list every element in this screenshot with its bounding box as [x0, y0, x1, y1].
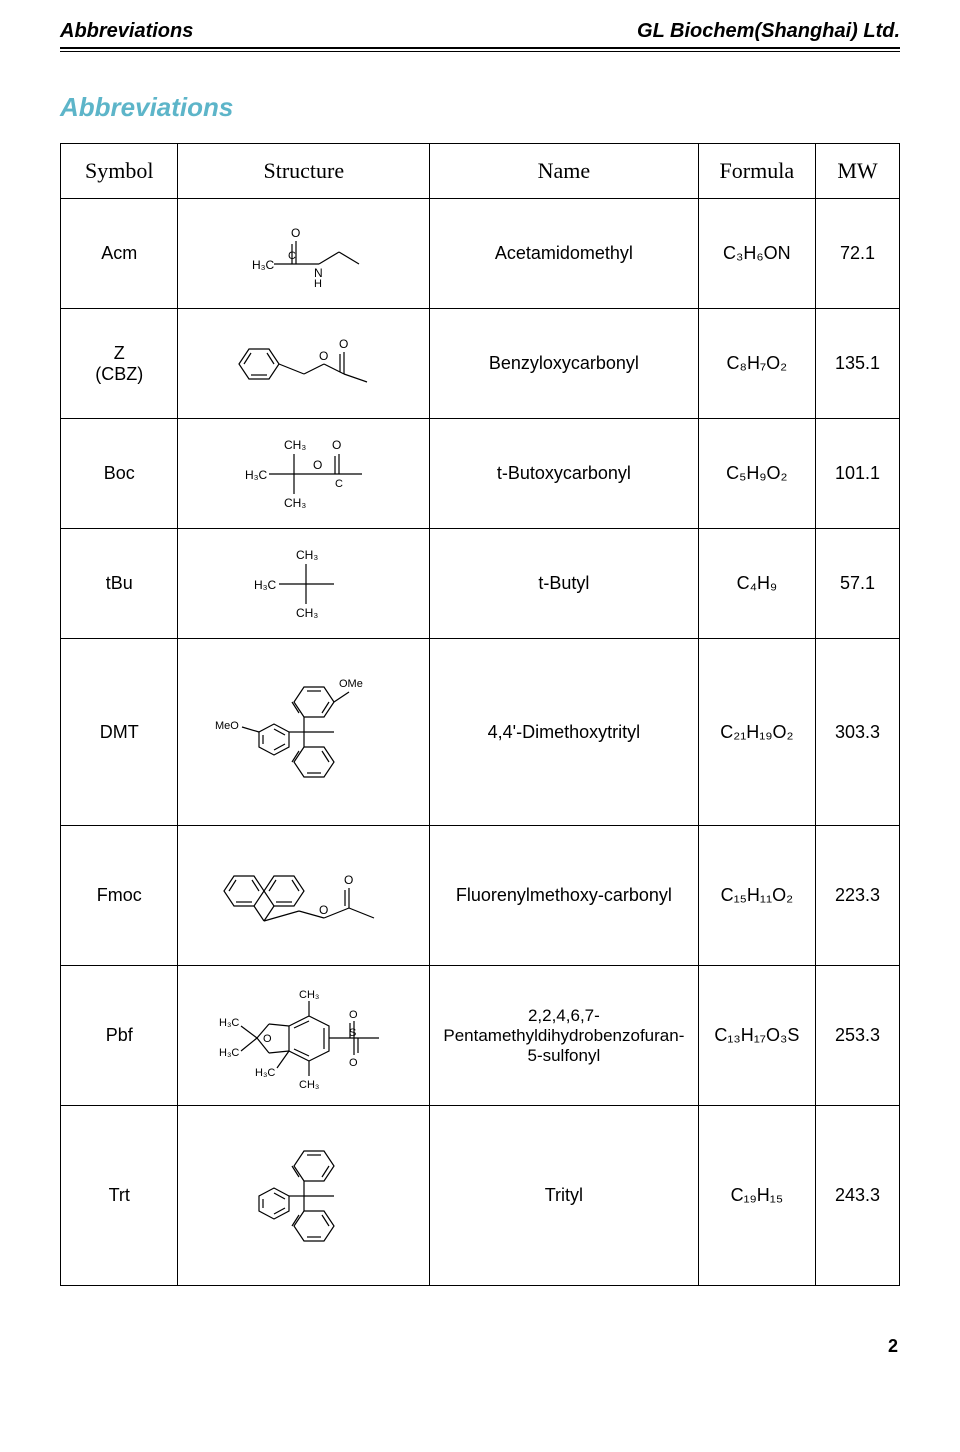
symbol-cell: Pbf — [61, 966, 178, 1106]
svg-text:O: O — [332, 438, 341, 452]
formula-cell: C₈H₇O₂ — [698, 309, 815, 419]
col-header-symbol: Symbol — [61, 144, 178, 199]
svg-text:C: C — [288, 250, 296, 262]
table-row: Fmoc — [61, 826, 900, 966]
abbreviations-table: Symbol Structure Name Formula MW Acm — [60, 143, 900, 1286]
col-header-name: Name — [430, 144, 698, 199]
formula-cell: C₅H₉O₂ — [698, 419, 815, 529]
svg-text:H₃C: H₃C — [219, 1047, 239, 1059]
formula-cell: C₄H₉ — [698, 529, 815, 639]
symbol-cell: Fmoc — [61, 826, 178, 966]
symbol-cell: Acm — [61, 199, 178, 309]
section-title: Abbreviations — [60, 92, 900, 123]
symbol-cell: Boc — [61, 419, 178, 529]
svg-text:O: O — [319, 903, 328, 917]
col-header-mw: MW — [816, 144, 900, 199]
name-cell: Benzyloxycarbonyl — [430, 309, 698, 419]
name-cell: 2,2,4,6,7-Pentamethyldihydrobenzofuran-5… — [430, 966, 698, 1106]
mw-cell: 223.3 — [816, 826, 900, 966]
mw-cell: 57.1 — [816, 529, 900, 639]
svg-text:O: O — [313, 458, 322, 472]
col-header-structure: Structure — [178, 144, 430, 199]
structure-trt-icon — [219, 1116, 389, 1276]
symbol-cell: tBu — [61, 529, 178, 639]
table-row: Trt — [61, 1106, 900, 1286]
structure-cell: O O — [178, 826, 430, 966]
formula-cell: C₂₁H₁₉O₂ — [698, 639, 815, 826]
mw-cell: 243.3 — [816, 1106, 900, 1286]
table-row: Pbf — [61, 966, 900, 1106]
table-row: tBu H₃C CH₃ CH₃ t-Butyl — [61, 529, 900, 639]
structure-boc-icon: H₃C CH₃ CH₃ O O C — [219, 429, 389, 519]
svg-text:CH₃: CH₃ — [296, 548, 318, 562]
svg-text:O: O — [344, 873, 353, 887]
symbol-cell: DMT — [61, 639, 178, 826]
name-cell: t-Butoxycarbonyl — [430, 419, 698, 529]
svg-text:O: O — [319, 349, 328, 363]
svg-text:H: H — [314, 278, 322, 289]
name-cell: 4,4'-Dimethoxytrityl — [430, 639, 698, 826]
formula-cell: C₁₉H₁₅ — [698, 1106, 815, 1286]
structure-tbu-icon: H₃C CH₃ CH₃ — [234, 539, 374, 629]
symbol-cell: Z (CBZ) — [61, 309, 178, 419]
table-row: DMT — [61, 639, 900, 826]
svg-text:CH₃: CH₃ — [296, 606, 318, 620]
svg-text:O: O — [349, 1057, 358, 1069]
svg-text:MeO: MeO — [215, 720, 239, 732]
svg-text:H₃C: H₃C — [254, 578, 277, 592]
table-header-row: Symbol Structure Name Formula MW — [61, 144, 900, 199]
col-header-formula: Formula — [698, 144, 815, 199]
table-row: Boc H₃C CH — [61, 419, 900, 529]
name-cell: Acetamidomethyl — [430, 199, 698, 309]
svg-text:H₃C: H₃C — [252, 258, 275, 272]
mw-cell: 101.1 — [816, 419, 900, 529]
structure-cell — [178, 1106, 430, 1286]
header-left: Abbreviations — [60, 20, 193, 43]
svg-text:O: O — [339, 337, 348, 351]
svg-text:H₃C: H₃C — [245, 468, 268, 482]
svg-text:OMe: OMe — [339, 678, 363, 690]
svg-text:S: S — [349, 1027, 356, 1039]
svg-text:H₃C: H₃C — [255, 1067, 275, 1079]
mw-cell: 135.1 — [816, 309, 900, 419]
svg-text:O: O — [349, 1009, 358, 1021]
structure-cell: OMe MeO — [178, 639, 430, 826]
table-row: Acm H₃C O N H — [61, 199, 900, 309]
svg-text:CH₃: CH₃ — [284, 496, 306, 510]
mw-cell: 253.3 — [816, 966, 900, 1106]
svg-text:H₃C: H₃C — [219, 1017, 239, 1029]
structure-cell: H₃C CH₃ CH₃ — [178, 529, 430, 639]
mw-cell: 72.1 — [816, 199, 900, 309]
svg-text:CH₃: CH₃ — [299, 989, 319, 1001]
page-number: 2 — [60, 1336, 900, 1357]
structure-cbz-icon: O O — [219, 324, 389, 404]
structure-cell: H₃C CH₃ CH₃ O O C — [178, 419, 430, 529]
mw-cell: 303.3 — [816, 639, 900, 826]
header-right: GL Biochem(Shanghai) Ltd. — [637, 20, 900, 43]
structure-acm-icon: H₃C O N H C — [234, 219, 374, 289]
formula-cell: C₃H₆ON — [698, 199, 815, 309]
structure-cell: O O — [178, 309, 430, 419]
structure-fmoc-icon: O O — [204, 836, 404, 956]
structure-dmt-icon: OMe MeO — [209, 647, 399, 817]
header-rule-2 — [60, 51, 900, 52]
svg-text:C: C — [335, 478, 343, 490]
name-cell: Trityl — [430, 1106, 698, 1286]
svg-text:O: O — [291, 226, 300, 240]
header-rule-1 — [60, 47, 900, 49]
structure-cell: H₃C O N H C — [178, 199, 430, 309]
formula-cell: C₁₃H₁₇O₃S — [698, 966, 815, 1106]
structure-pbf-icon: H₃C H₃C O CH₃ CH₃ H₃C O O S — [199, 976, 409, 1096]
name-cell: Fluorenylmethoxy-carbonyl — [430, 826, 698, 966]
svg-text:CH₃: CH₃ — [299, 1079, 319, 1091]
name-cell: t-Butyl — [430, 529, 698, 639]
svg-text:CH₃: CH₃ — [284, 438, 306, 452]
svg-text:O: O — [263, 1033, 272, 1045]
formula-cell: C₁₅H₁₁O₂ — [698, 826, 815, 966]
structure-cell: H₃C H₃C O CH₃ CH₃ H₃C O O S — [178, 966, 430, 1106]
symbol-cell: Trt — [61, 1106, 178, 1286]
table-row: Z (CBZ) — [61, 309, 900, 419]
